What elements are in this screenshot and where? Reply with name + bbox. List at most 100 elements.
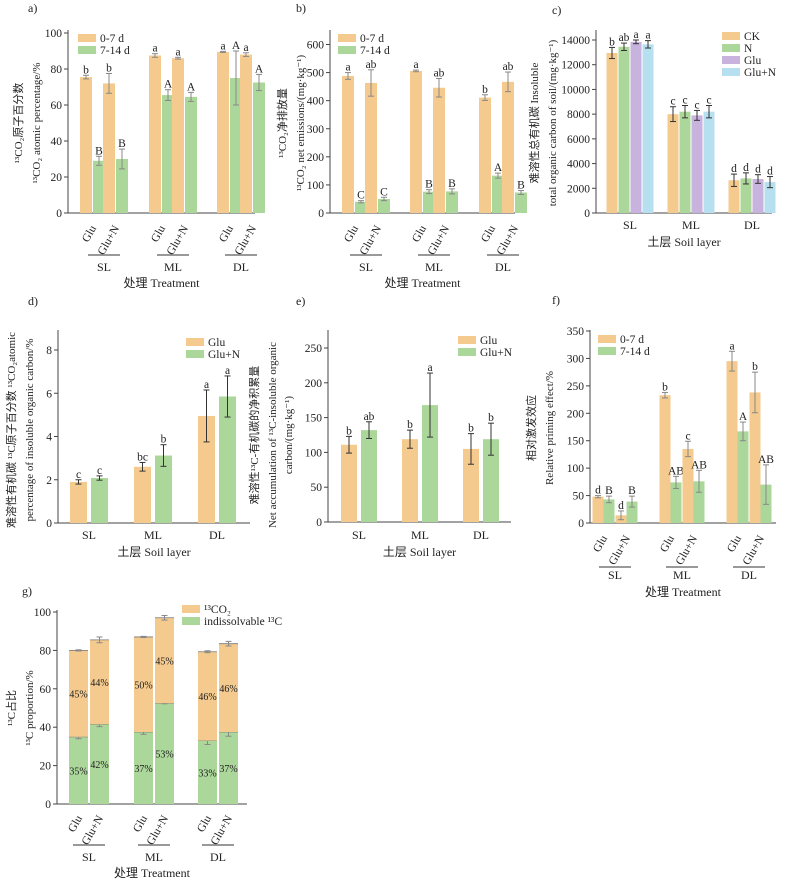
- significance-letter: AB: [691, 459, 707, 471]
- y-tick-label: 150: [305, 413, 323, 425]
- x-group-label: SL: [359, 260, 373, 274]
- significance-letter: AB: [758, 454, 774, 466]
- y-tick-label: 4000: [567, 159, 590, 171]
- bar: [342, 75, 354, 213]
- legend-swatch: [78, 34, 96, 42]
- bar: [592, 496, 604, 523]
- x-group-label: DL: [210, 850, 226, 864]
- significance-letter: B: [628, 485, 636, 497]
- significance-letter: c: [706, 94, 711, 106]
- segment-percent-label: 46%: [198, 692, 216, 703]
- bar: [91, 478, 108, 523]
- significance-letter: b: [346, 425, 352, 437]
- significance-letter: B: [95, 145, 103, 157]
- y-axis-label-cn: 相对激发效应: [524, 395, 538, 461]
- x-axis-label: 处理 Treatment: [645, 585, 722, 599]
- legend-label: 0-7 d: [100, 33, 124, 45]
- bar: [422, 405, 438, 522]
- bar: [502, 81, 514, 213]
- bar: [630, 41, 642, 213]
- stacked-bar-segment: [198, 651, 217, 741]
- legend-label: Glu: [744, 55, 762, 67]
- bar: [103, 83, 115, 214]
- y-tick-label: 400: [307, 96, 325, 108]
- stacked-bar-segment: [219, 643, 238, 732]
- bar: [172, 58, 184, 214]
- bar: [667, 114, 679, 213]
- significance-letter: ab: [503, 61, 514, 73]
- significance-letter: A: [494, 162, 503, 174]
- panel-label: c): [552, 3, 561, 17]
- significance-letter: B: [448, 178, 456, 190]
- x-axis-label: 土层 Soil layer: [647, 235, 720, 249]
- legend-label: 0-7 d: [360, 33, 384, 45]
- x-group-label: ML: [411, 528, 429, 542]
- bar: [463, 448, 479, 522]
- segment-percent-label: 45%: [69, 690, 87, 701]
- bar: [134, 466, 151, 523]
- x-category-label: Glu+N: [209, 813, 236, 847]
- bar: [423, 191, 435, 213]
- x-group-label: DL: [209, 528, 225, 542]
- bar: [737, 431, 749, 523]
- y-tick-label: 150: [567, 436, 585, 448]
- x-category-label: Glu: [410, 223, 429, 244]
- stacked-bar-segment: [219, 732, 238, 804]
- y-axis-label-cn: ¹³CO₂原子百分数: [12, 83, 25, 164]
- y-tick-label: 50: [573, 491, 585, 503]
- stacked-bar-segment: [134, 636, 153, 732]
- legend-label: 7-14 d: [360, 45, 390, 57]
- significance-letter: b: [106, 63, 112, 75]
- x-group-label: SL: [352, 528, 366, 542]
- segment-percent-label: 42%: [90, 760, 108, 771]
- y-tick-label: 300: [307, 124, 325, 136]
- x-axis-label: 土层 Soil layer: [383, 545, 456, 559]
- legend: 0-7 d7-14 d: [598, 334, 650, 358]
- bar: [764, 182, 776, 213]
- y-axis-label-en: ¹³CO₂ atomic percentage/%: [31, 63, 43, 184]
- x-group-label: ML: [145, 850, 163, 864]
- bar: [433, 87, 445, 213]
- significance-letter: d: [731, 163, 737, 175]
- stacked-bar-segment: [69, 650, 88, 737]
- legend-label: Glu: [208, 337, 226, 349]
- legend-label: CK: [744, 31, 761, 43]
- bar: [70, 481, 87, 523]
- bar: [606, 52, 618, 213]
- y-axis-label-cn: ¹³CO₂净排放量: [275, 88, 289, 158]
- y-tick-label: 100: [307, 180, 325, 192]
- x-group-label: DL: [741, 568, 757, 582]
- legend-swatch: [338, 46, 356, 54]
- bar: [253, 82, 265, 213]
- x-axis-label: 土层 Soil layer: [117, 545, 190, 559]
- stacked-bar-segment: [155, 703, 174, 804]
- x-group-label: ML: [164, 260, 182, 274]
- bar: [728, 180, 740, 213]
- significance-letter: b: [662, 381, 668, 393]
- segment-percent-label: 37%: [219, 764, 237, 775]
- x-category-label: Glu+N: [233, 223, 260, 257]
- legend-swatch: [458, 336, 476, 344]
- significance-letter: AB: [668, 465, 684, 477]
- significance-letter: a: [413, 59, 418, 71]
- y-axis-label-cn: ¹³C占比: [4, 690, 18, 726]
- significance-letter: B: [517, 180, 525, 192]
- legend-swatch: [182, 605, 200, 613]
- significance-letter: A: [232, 40, 241, 52]
- legend-label: 7-14 d: [620, 346, 650, 358]
- y-tick-label: 0: [45, 799, 51, 811]
- significance-letter: A: [255, 63, 264, 75]
- x-category-label: Glu: [725, 533, 744, 554]
- bar: [483, 439, 499, 522]
- y-tick-label: 350: [567, 326, 585, 338]
- y-tick-label: 250: [567, 381, 585, 393]
- significance-letter: a: [225, 365, 230, 377]
- significance-letter: a: [243, 42, 248, 54]
- bar: [479, 97, 491, 213]
- x-category-label: Glu+N: [426, 223, 453, 257]
- significance-letter: c: [694, 99, 699, 111]
- y-axis-label-cn: 难溶性有机碳 ¹³C原子百分数 ¹³CO₂atomic: [4, 332, 18, 528]
- y-axis-label-en: percentage of insoluble organic carbon/%: [24, 338, 36, 521]
